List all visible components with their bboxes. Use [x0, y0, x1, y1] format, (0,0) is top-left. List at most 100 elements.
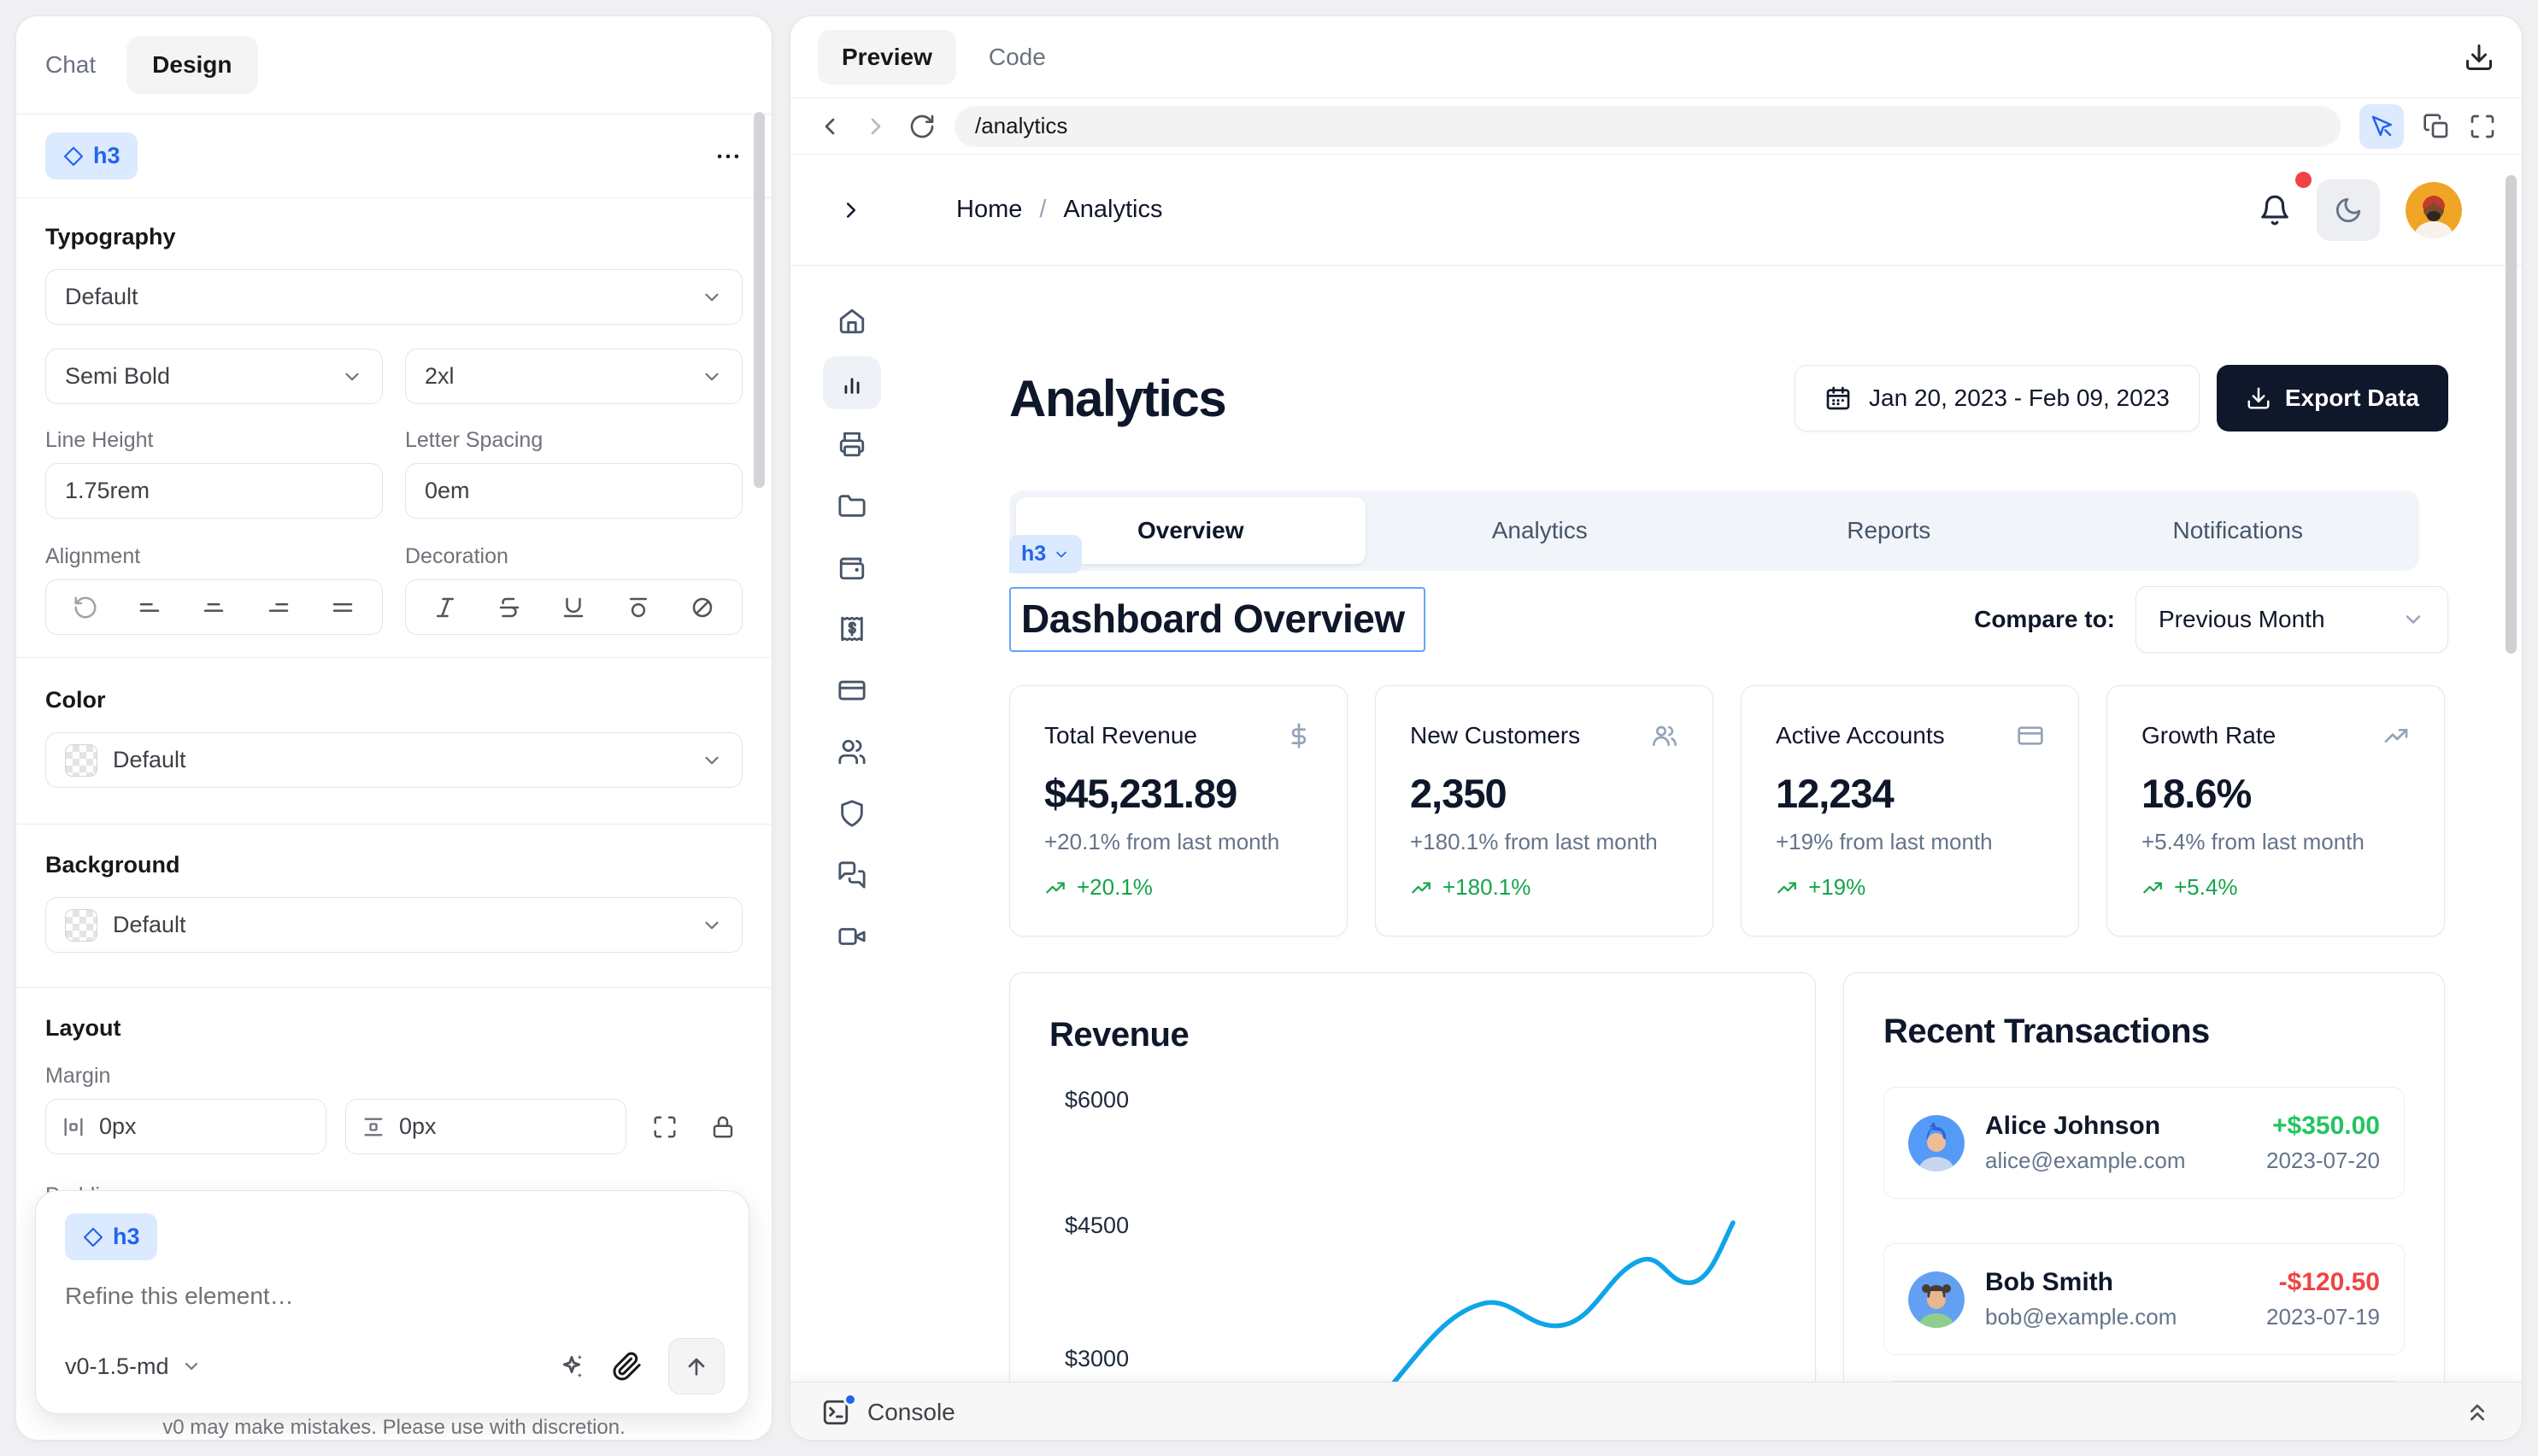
tab-preview[interactable]: Preview: [818, 29, 956, 85]
revenue-chart-card: Revenue $6000 $4500 $3000: [1009, 972, 1816, 1440]
background-swatch: [65, 908, 97, 942]
console-bar[interactable]: Console: [790, 1382, 2522, 1440]
sidebar-item-cards[interactable]: [823, 664, 881, 717]
breadcrumb-current: Analytics: [1063, 196, 1163, 223]
user-avatar[interactable]: [2406, 181, 2462, 238]
forward-icon[interactable]: [862, 113, 890, 140]
more-options-icon[interactable]: [714, 142, 743, 171]
transaction-amount: -$120.50: [2278, 1268, 2380, 1296]
selected-element-badge[interactable]: h3: [45, 132, 138, 179]
sidebar-item-security[interactable]: [823, 787, 881, 840]
fullscreen-icon[interactable]: [2469, 113, 2496, 140]
letter-spacing-input[interactable]: 0em: [405, 463, 743, 519]
scrollbar-thumb[interactable]: [754, 112, 765, 488]
margin-expand-icon[interactable]: [645, 1107, 684, 1147]
chevrons-up-icon[interactable]: [2464, 1399, 2491, 1426]
sidebar-item-video[interactable]: [823, 910, 881, 963]
sidebar-item-files[interactable]: [823, 479, 881, 532]
align-center-icon[interactable]: [201, 595, 226, 620]
send-button[interactable]: [668, 1338, 725, 1394]
inspect-pointer-icon[interactable]: [2359, 103, 2404, 149]
selected-heading-outline[interactable]: Dashboard Overview: [1009, 586, 1425, 652]
align-right-icon[interactable]: [266, 595, 291, 620]
tab-code[interactable]: Code: [988, 43, 1046, 70]
y-tick: $4500: [1065, 1212, 1130, 1238]
tab-reports[interactable]: Reports: [1847, 517, 1931, 543]
back-icon[interactable]: [816, 113, 843, 140]
credit-card-icon: [2018, 726, 2043, 745]
transaction-item[interactable]: Bob Smith bob@example.com -$120.50 2023-…: [1883, 1243, 2405, 1355]
font-family-select[interactable]: Default: [45, 269, 743, 325]
url-bar[interactable]: /analytics: [955, 105, 2341, 147]
calendar-icon: [1826, 386, 1850, 410]
download-icon[interactable]: [2464, 42, 2494, 73]
tab-chat[interactable]: Chat: [45, 51, 97, 78]
trending-up-icon: [1046, 882, 1065, 893]
video-icon: [838, 928, 866, 945]
compare-label: Compare to:: [1974, 605, 2115, 632]
overline-icon[interactable]: [626, 595, 651, 620]
compare-select[interactable]: Previous Month: [2136, 585, 2448, 653]
line-height-input[interactable]: 1.75rem: [45, 463, 383, 519]
font-weight-select[interactable]: Semi Bold: [45, 349, 383, 404]
scrollbar-thumb[interactable]: [2506, 175, 2517, 654]
composer-element-badge[interactable]: h3: [65, 1213, 157, 1260]
breadcrumb-home[interactable]: Home: [956, 196, 1023, 223]
messages-icon: [838, 861, 866, 889]
sidebar-item-billing[interactable]: [823, 602, 881, 655]
alignment-label: Alignment: [45, 544, 141, 568]
tab-analytics[interactable]: Analytics: [1491, 517, 1588, 543]
composer-input[interactable]: Refine this element…: [65, 1283, 294, 1309]
transaction-amount: +$350.00: [2272, 1112, 2380, 1140]
italic-icon[interactable]: [432, 595, 458, 620]
home-icon: [839, 308, 865, 334]
transaction-item[interactable]: Alice Johnson alice@example.com +$350.00…: [1883, 1087, 2405, 1199]
sidebar-item-home[interactable]: [823, 295, 881, 348]
copy-icon[interactable]: [2423, 113, 2450, 140]
undo-icon[interactable]: [73, 595, 98, 620]
diamond-icon: [83, 1227, 103, 1247]
background-section-label: Background: [45, 852, 180, 878]
send-arrow-up-icon: [688, 1358, 705, 1376]
bar-chart-icon: [844, 378, 860, 394]
tab-notifications[interactable]: Notifications: [2172, 517, 2303, 543]
color-select[interactable]: Default: [45, 732, 743, 788]
tab-design[interactable]: Design: [126, 36, 258, 94]
margin-y-input[interactable]: 0px: [345, 1099, 626, 1154]
trending-up-icon: [2143, 882, 2162, 893]
preview-panel: Preview Code /analytics Home / Analytics: [790, 15, 2523, 1441]
margin-x-input[interactable]: 0px: [45, 1099, 326, 1154]
align-justify-icon[interactable]: [330, 595, 355, 620]
notifications-button[interactable]: [2259, 171, 2312, 226]
element-tag-badge[interactable]: h3: [1009, 535, 1083, 573]
avatar-image: [2406, 181, 2462, 238]
margin-lock-icon[interactable]: [703, 1107, 743, 1147]
paperclip-icon[interactable]: [612, 1351, 643, 1382]
dark-mode-toggle[interactable]: [2317, 179, 2380, 241]
sidebar-item-analytics[interactable]: [823, 356, 881, 409]
model-select[interactable]: v0-1.5-md: [65, 1353, 202, 1380]
wallet-icon: [839, 557, 865, 580]
export-data-button[interactable]: Export Data: [2216, 365, 2448, 432]
font-size-select[interactable]: 2xl: [405, 349, 743, 404]
strikethrough-icon[interactable]: [496, 595, 522, 620]
sidebar-item-invoices[interactable]: [823, 418, 881, 471]
section-title: Dashboard Overview: [1021, 596, 1405, 641]
color-section-label: Color: [45, 687, 106, 713]
sidebar-item-customers[interactable]: [823, 725, 881, 778]
sidebar-expand-icon[interactable]: [838, 197, 864, 223]
date-range-picker[interactable]: Jan 20, 2023 - Feb 09, 2023: [1795, 365, 2200, 432]
y-tick: $6000: [1065, 1087, 1130, 1113]
margin-vertical-icon: [364, 1118, 383, 1136]
chevron-down-icon: [705, 293, 719, 301]
no-decoration-icon[interactable]: [690, 595, 715, 620]
sidebar-item-wallet[interactable]: [823, 541, 881, 594]
refresh-icon[interactable]: [908, 113, 936, 140]
sidebar-item-messages[interactable]: [823, 848, 881, 901]
printer-icon: [839, 432, 865, 457]
sparkles-icon[interactable]: [557, 1352, 586, 1381]
align-left-icon[interactable]: [137, 595, 162, 620]
background-select[interactable]: Default: [45, 897, 743, 953]
underline-icon[interactable]: [561, 595, 586, 620]
console-activity-dot: [843, 1392, 857, 1406]
